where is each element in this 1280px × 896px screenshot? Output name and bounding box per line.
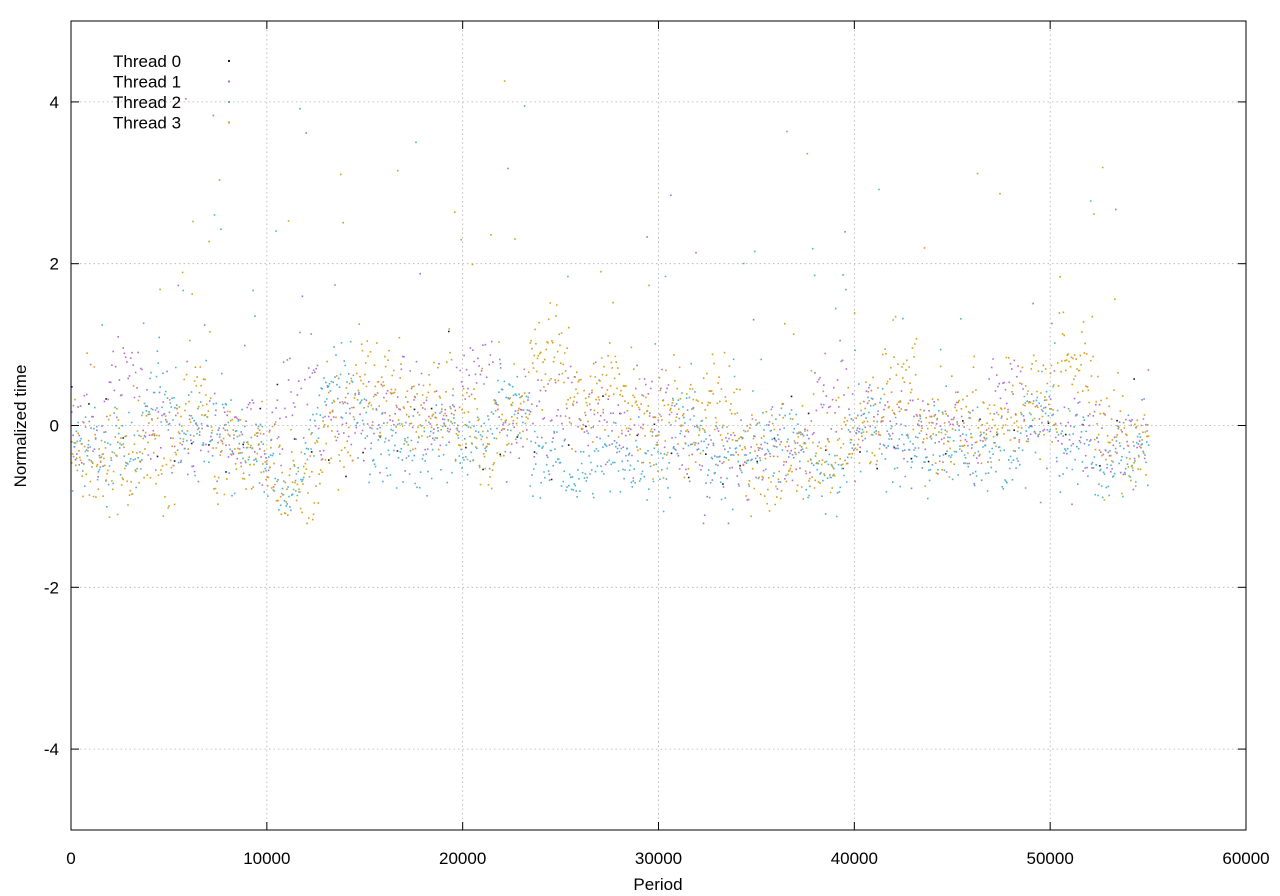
legend-marker	[228, 60, 230, 62]
y-tick-label: 0	[50, 417, 59, 436]
x-axis-title: Period	[633, 875, 682, 894]
series-0-points	[71, 330, 1135, 485]
series-3-points	[71, 80, 1150, 525]
y-axis-title: Normalized time	[11, 365, 30, 488]
series-2-points	[71, 105, 1150, 518]
legend-entry-label: Thread 0	[113, 52, 181, 71]
legend-marker	[228, 101, 230, 103]
series-3-marks	[71, 80, 1150, 525]
series-1-marks	[71, 98, 1150, 525]
legend-marker	[228, 80, 230, 83]
x-tick-label: 60000	[1222, 849, 1269, 868]
x-tick-label: 10000	[243, 849, 290, 868]
x-tick-label: 50000	[1027, 849, 1074, 868]
x-tick-label: 40000	[831, 849, 878, 868]
y-tick-label: 4	[50, 93, 59, 112]
grid	[71, 21, 1246, 830]
series-2-marks	[71, 105, 1150, 518]
series-0-marks	[71, 330, 1135, 485]
y-tick-label: -4	[44, 740, 59, 759]
legend-marker	[228, 121, 230, 124]
axis-ticks: 0 10000 20000 30000 40000 50000 60000 -4 -2 0 2 4	[44, 21, 1270, 868]
x-tick-label: 30000	[635, 849, 682, 868]
x-tick-label: 20000	[439, 849, 486, 868]
series-1-points	[71, 98, 1150, 525]
legend-entry-label: Thread 2	[113, 93, 181, 112]
y-tick-label: -2	[44, 578, 59, 597]
x-tick-label: 0	[66, 849, 75, 868]
data-points	[71, 80, 1150, 525]
y-tick-label: 2	[50, 255, 59, 274]
legend-entry-label: Thread 3	[113, 114, 181, 133]
legend-entry-label: Thread 1	[113, 73, 181, 92]
